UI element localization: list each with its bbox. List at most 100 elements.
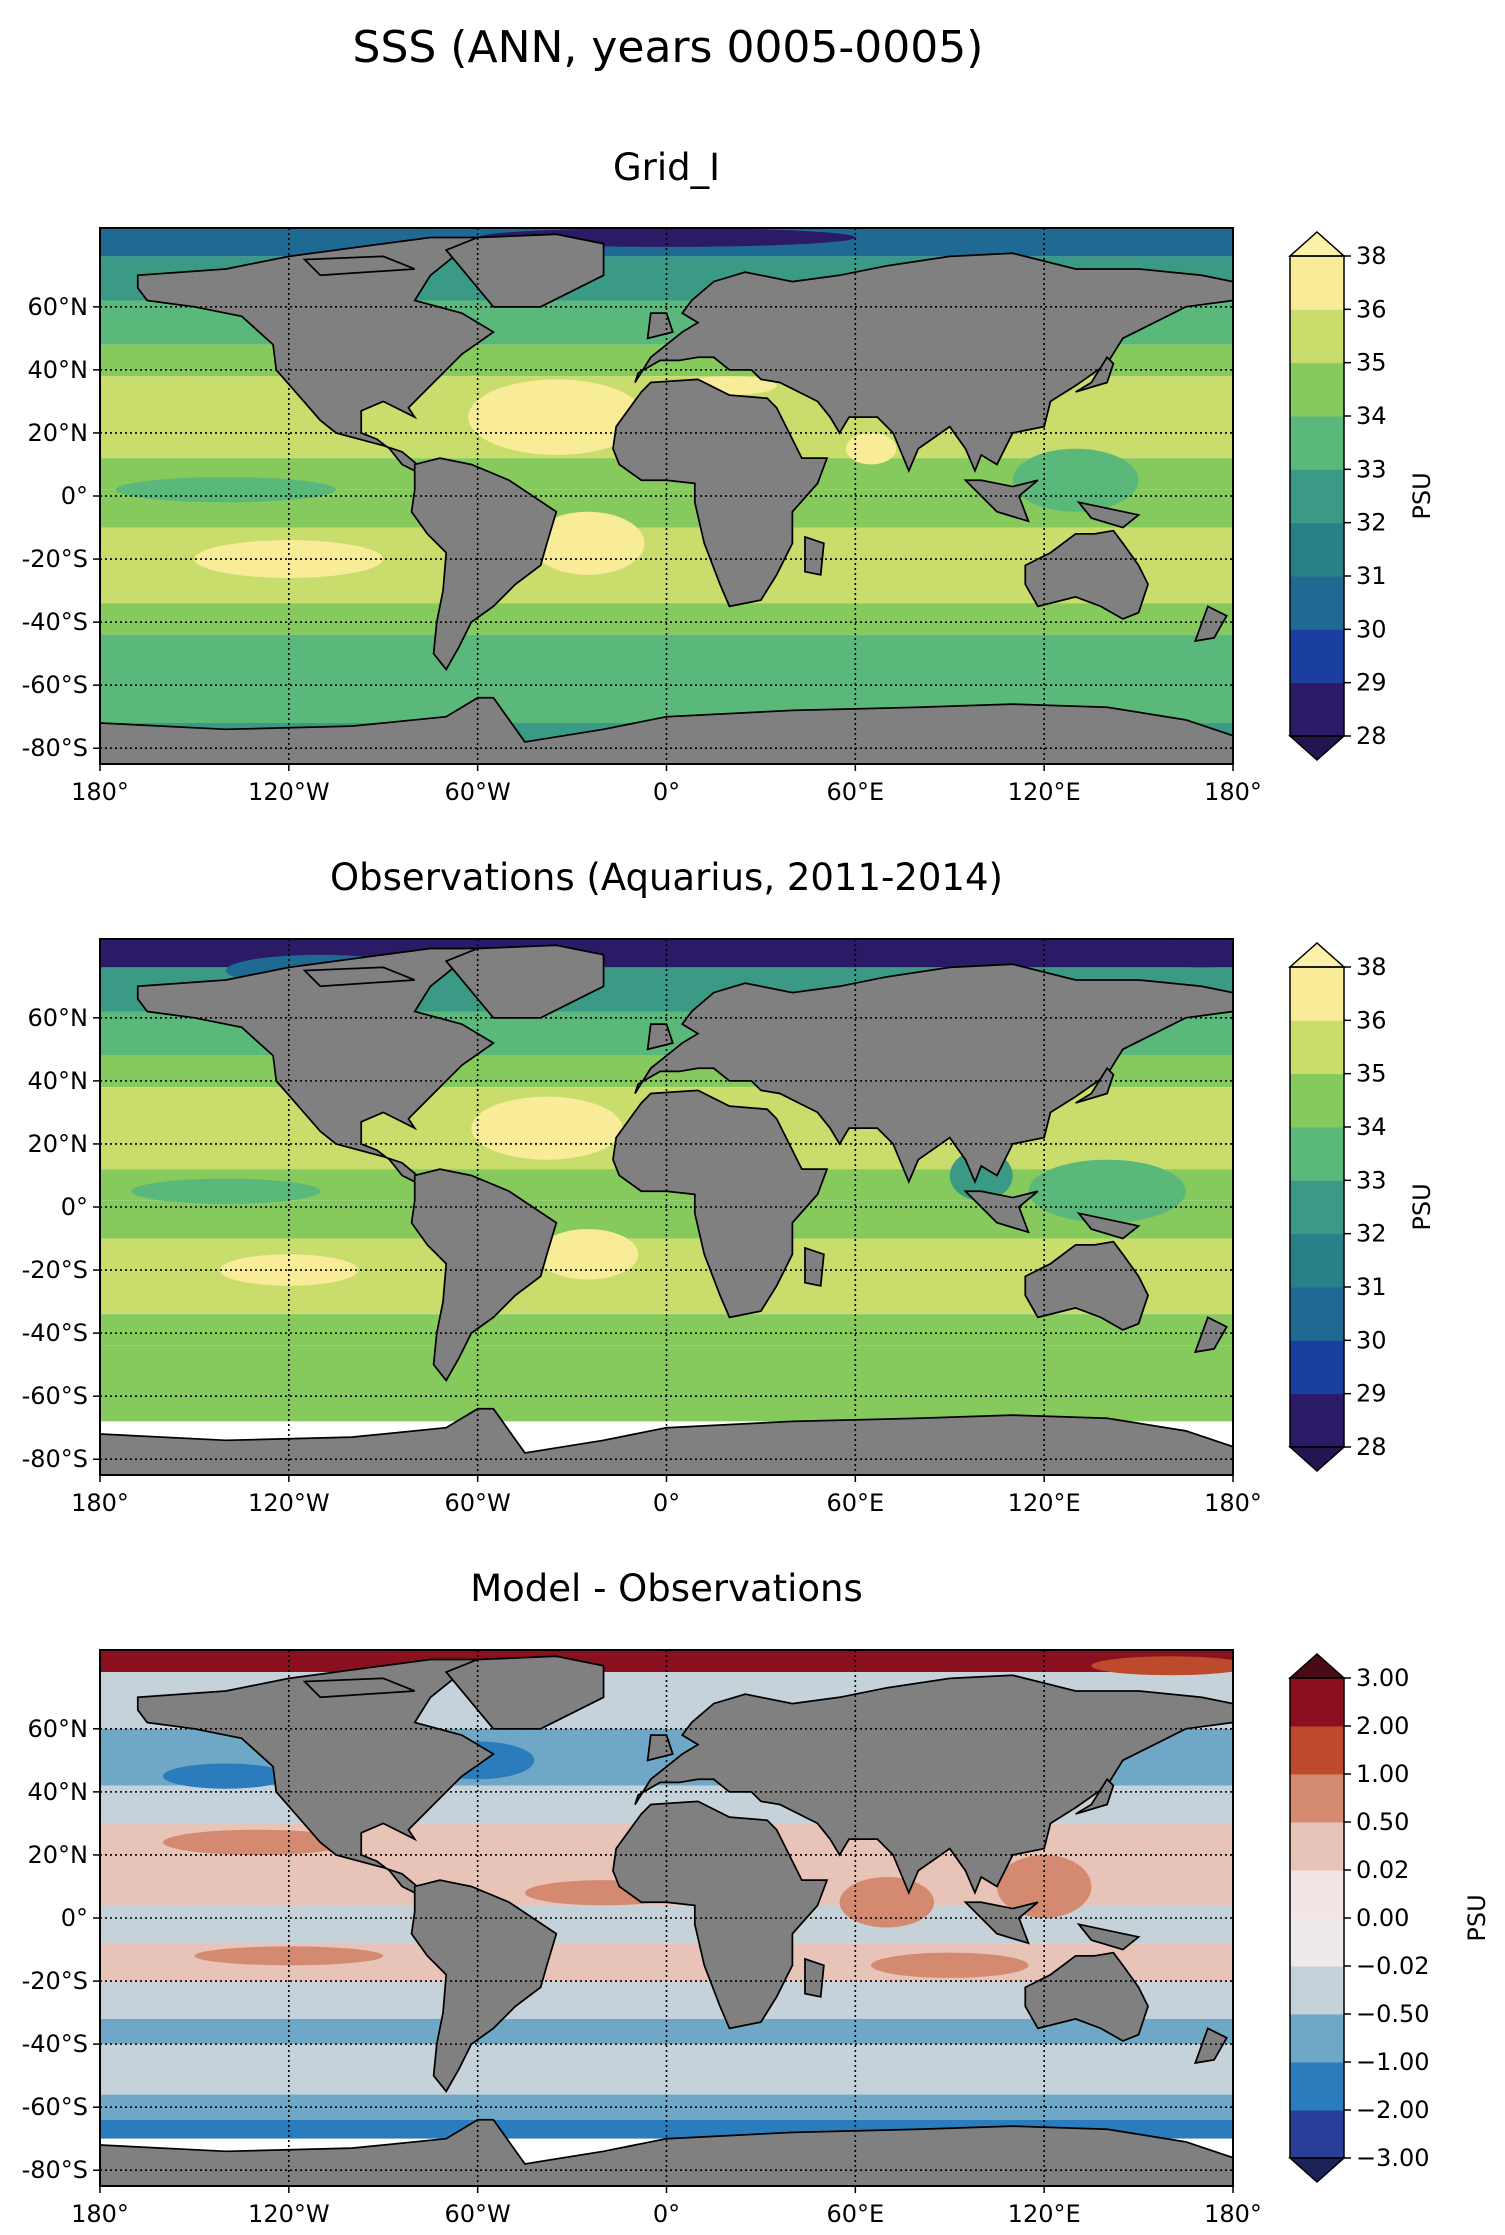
map-area — [100, 939, 1233, 1475]
y-tick-label: -80°S — [22, 734, 88, 762]
colorbar-swatch — [1290, 1678, 1344, 1727]
y-tick-label: -40°S — [22, 608, 88, 636]
colorbar-tick-label: 2.00 — [1356, 1712, 1409, 1740]
colorbar-swatch — [1290, 1020, 1344, 1075]
colorbar-tick-label: 35 — [1356, 349, 1387, 377]
colorbar-label: PSU — [1408, 472, 1436, 519]
x-tick-label: 0° — [653, 778, 680, 806]
value-patch — [471, 1096, 623, 1160]
x-tick-label: 60°E — [826, 778, 884, 806]
x-tick-label: 120°W — [248, 2200, 330, 2228]
colorbar-swatch — [1290, 1966, 1344, 2015]
colorbar-extend-low — [1288, 2157, 1346, 2184]
x-tick-label: 120°E — [1008, 778, 1081, 806]
colorbar-tick-label: 3.00 — [1356, 1664, 1409, 1692]
y-tick-label: -40°S — [22, 2030, 88, 2058]
y-tick-label: -80°S — [22, 1445, 88, 1473]
value-patch — [1012, 448, 1139, 512]
value-patch — [131, 1178, 321, 1204]
y-tick-label: 60°N — [28, 293, 89, 321]
colorbar-swatch — [1290, 362, 1344, 417]
y-tick-label: -60°S — [22, 2093, 88, 2121]
colorbar-swatch — [1290, 1127, 1344, 1181]
colorbar-tick-label: 30 — [1356, 1326, 1387, 1354]
colorbar: −3.00 −2.00 −1.00 −0.50 −0.02 0.00 0.02 0.50 1.0… — [1288, 1652, 1491, 2184]
colorbar-tick-label: 38 — [1356, 242, 1387, 270]
colorbar-swatch — [1290, 469, 1344, 524]
value-patch — [537, 1229, 639, 1280]
colorbar-extend-low — [1288, 1446, 1346, 1473]
x-tick-label: 180° — [1204, 1489, 1262, 1517]
colorbar-swatch — [1290, 1822, 1344, 1871]
colorbar-swatch — [1290, 1918, 1344, 1967]
y-tick-label: -80°S — [22, 2156, 88, 2184]
x-tick-label: 120°W — [248, 778, 330, 806]
y-tick-label: -20°S — [22, 1967, 88, 1995]
value-patch — [468, 379, 645, 456]
x-tick-label: 60°E — [826, 2200, 884, 2228]
value-patch — [871, 1952, 1029, 1978]
x-tick-label: 60°W — [445, 1489, 511, 1517]
colorbar-swatch — [1290, 309, 1344, 364]
figure-title: SSS (ANN, years 0005-0005) — [353, 22, 984, 73]
colorbar-tick-label: 28 — [1356, 722, 1387, 750]
colorbar-tick-label: 0.50 — [1356, 1808, 1409, 1836]
colorbar-swatch — [1290, 967, 1344, 1021]
x-tick-label: 0° — [653, 2200, 680, 2228]
value-patch — [162, 1763, 289, 1789]
colorbar-tick-label: −0.02 — [1356, 1952, 1430, 1980]
colorbar-swatch — [1290, 1287, 1344, 1341]
colorbar-tick-label: 33 — [1356, 1166, 1387, 1194]
colorbar-tick-label: 38 — [1356, 953, 1387, 981]
x-tick-label: 60°E — [826, 1489, 884, 1517]
value-patch — [115, 477, 337, 503]
y-tick-label: 0° — [61, 1193, 88, 1221]
y-tick-label: -60°S — [22, 1382, 88, 1410]
x-tick-label: 120°E — [1008, 1489, 1081, 1517]
value-patch — [1091, 1656, 1233, 1676]
colorbar-swatch — [1290, 1393, 1344, 1448]
colorbar-swatch — [1290, 1073, 1344, 1128]
colorbar-swatch — [1290, 256, 1344, 310]
y-tick-label: 20°N — [28, 1841, 89, 1869]
colorbar-extend-high — [1288, 230, 1346, 257]
y-tick-label: 40°N — [28, 1778, 89, 1806]
colorbar-swatch — [1290, 1180, 1344, 1235]
x-tick-label: 0° — [653, 1489, 680, 1517]
map-area — [100, 1650, 1233, 2186]
colorbar-extend-high — [1288, 941, 1346, 968]
colorbar-tick-label: 30 — [1356, 615, 1387, 643]
colorbar-tick-label: 0.02 — [1356, 1856, 1409, 1884]
colorbar-swatch — [1290, 629, 1344, 684]
panel-title: Model - Observations — [470, 1567, 863, 1610]
colorbar-tick-label: 29 — [1356, 1380, 1387, 1408]
y-tick-label: 20°N — [28, 419, 89, 447]
value-patch — [839, 1877, 935, 1928]
colorbar-label: PSU — [1463, 1894, 1491, 1941]
colorbar-swatch — [1290, 2062, 1344, 2111]
y-tick-label: 60°N — [28, 1004, 89, 1032]
colorbar-tick-label: −3.00 — [1356, 2144, 1430, 2172]
value-patch — [1138, 942, 1233, 968]
panel-title: Observations (Aquarius, 2011-2014) — [330, 856, 1003, 899]
colorbar-swatch — [1290, 1726, 1344, 1775]
y-tick-label: 60°N — [28, 1715, 89, 1743]
x-tick-label: 120°E — [1008, 2200, 1081, 2228]
x-tick-label: 180° — [1204, 2200, 1262, 2228]
chart-panel: Grid_I 180° 120°W 60°W 0° 60°E 120°E 180° 60°N 40… — [22, 146, 1436, 806]
x-tick-label: 180° — [71, 1489, 129, 1517]
colorbar-tick-label: −1.00 — [1356, 2048, 1430, 2076]
colorbar: 28 29 30 31 32 33 34 35 36 38 PSU — [1288, 941, 1436, 1473]
colorbar-swatch — [1290, 1340, 1344, 1395]
chart-panel: Observations (Aquarius, 2011-2014) 180° 12… — [22, 856, 1436, 1517]
colorbar-tick-label: 28 — [1356, 1433, 1387, 1461]
value-patch — [1028, 1159, 1186, 1223]
colorbar-tick-label: 33 — [1356, 455, 1387, 483]
y-tick-label: -20°S — [22, 545, 88, 573]
colorbar-tick-label: 29 — [1356, 669, 1387, 697]
chart-panel: Model - Observations 180° 120°W 60°W 0° 60°E 1… — [22, 1567, 1491, 2228]
colorbar: 28 29 30 31 32 33 34 35 36 38 PSU — [1288, 230, 1436, 762]
colorbar-swatch — [1290, 1870, 1344, 1919]
value-patch — [162, 1829, 352, 1855]
y-tick-label: 40°N — [28, 1067, 89, 1095]
